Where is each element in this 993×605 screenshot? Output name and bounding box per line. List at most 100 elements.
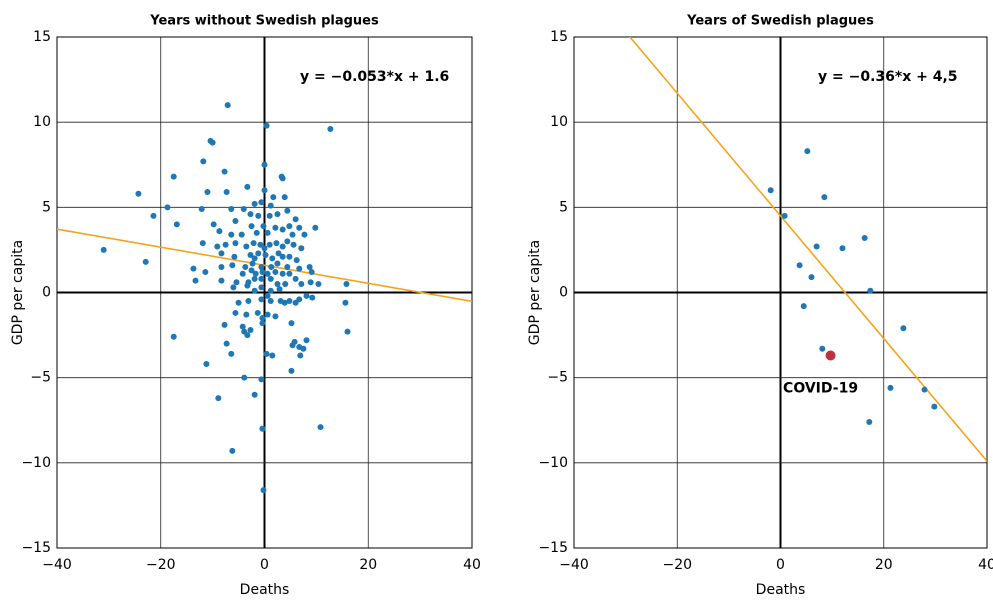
point (242, 263, 249, 270)
point (258, 275, 265, 282)
point (262, 252, 269, 259)
point (260, 223, 267, 230)
point (298, 280, 305, 287)
point (804, 148, 811, 155)
point (239, 270, 246, 277)
point (221, 168, 228, 175)
point (170, 173, 177, 180)
point (223, 340, 230, 347)
point (251, 200, 258, 207)
y-tick-label: 0 (42, 285, 51, 301)
point (309, 294, 316, 301)
point (292, 216, 299, 223)
point (866, 418, 873, 425)
point (276, 286, 283, 293)
point (281, 194, 288, 201)
fit-line (628, 37, 987, 462)
point (228, 206, 235, 213)
point (170, 333, 177, 340)
point (204, 189, 211, 196)
point (297, 352, 304, 359)
point (303, 292, 310, 299)
point (289, 342, 296, 349)
point (214, 243, 221, 250)
point (209, 139, 216, 146)
point (796, 262, 803, 269)
point (327, 125, 334, 132)
x-tick-label: 0 (776, 557, 785, 573)
point (931, 403, 938, 410)
x-tick-label: −20 (662, 557, 692, 573)
point (279, 270, 286, 277)
y-tick-label: −10 (538, 455, 568, 471)
x-tick-label: 20 (875, 557, 893, 573)
point (248, 267, 255, 274)
point (279, 253, 286, 260)
point (259, 315, 266, 322)
point (267, 275, 274, 282)
point (861, 234, 868, 241)
point (275, 250, 282, 257)
point (238, 231, 245, 238)
point (244, 282, 251, 289)
point (244, 183, 251, 190)
point (296, 265, 303, 272)
point (258, 296, 265, 303)
point (249, 260, 256, 267)
point (307, 279, 314, 286)
y-tick-label: −10 (21, 455, 51, 471)
point (300, 345, 307, 352)
point (215, 395, 222, 402)
point (298, 245, 305, 252)
y-tick-label: 5 (559, 199, 568, 215)
x-axis-label: Deaths (240, 582, 290, 598)
point (230, 284, 237, 291)
point (269, 352, 276, 359)
point (268, 263, 275, 270)
x-axis-label: Deaths (756, 582, 806, 598)
point (272, 224, 279, 231)
point (312, 224, 319, 231)
point (263, 350, 270, 357)
point (264, 311, 271, 318)
point (243, 311, 250, 318)
point (251, 391, 258, 398)
point (343, 280, 350, 287)
plot-frame (56, 36, 473, 549)
point (315, 280, 322, 287)
point (286, 270, 293, 277)
point (813, 243, 820, 250)
point (839, 245, 846, 252)
point (274, 280, 281, 287)
point (222, 241, 229, 248)
point (100, 246, 107, 253)
point (308, 269, 315, 276)
point (150, 212, 157, 219)
point (218, 263, 225, 270)
point (317, 424, 324, 431)
y-axis-label: GDP per capita (527, 240, 543, 345)
point (173, 221, 180, 228)
point (199, 240, 206, 247)
y-tick-label: 10 (33, 114, 51, 130)
point (266, 241, 273, 248)
point (251, 287, 258, 294)
point (281, 299, 288, 306)
point (821, 194, 828, 201)
x-tick-label: 20 (359, 557, 377, 573)
point (247, 252, 254, 259)
point (228, 231, 235, 238)
point (272, 313, 279, 320)
point (282, 280, 289, 287)
point (272, 269, 279, 276)
point (228, 350, 235, 357)
point (229, 447, 236, 454)
point (258, 199, 265, 206)
point (251, 275, 258, 282)
point (190, 265, 197, 272)
point (342, 299, 349, 306)
point (257, 241, 264, 248)
point (284, 238, 291, 245)
point (218, 277, 225, 284)
point (284, 263, 291, 270)
